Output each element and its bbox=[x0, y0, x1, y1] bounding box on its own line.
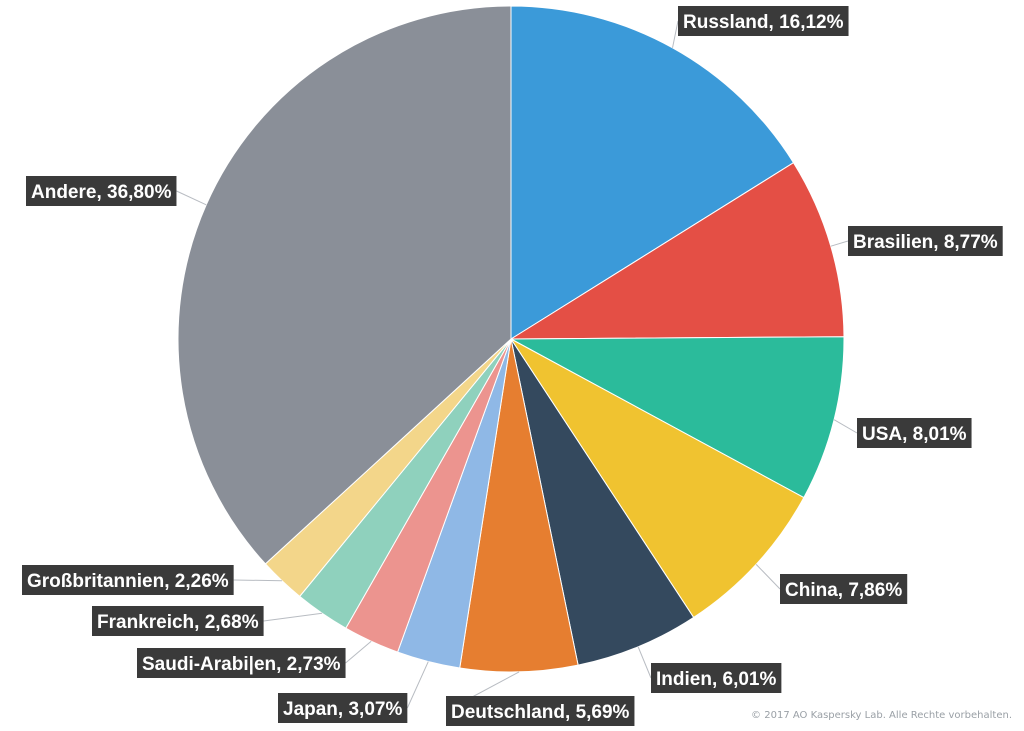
slice-labels: Russland, 16,12% Brasilien, 8,77% USA, 8,0… bbox=[22, 6, 1003, 726]
slice-label-text: Saudi-Arabi|en, 2,73% bbox=[142, 654, 341, 675]
leader-line-0 bbox=[672, 20, 679, 48]
slice-label-bg bbox=[26, 176, 177, 206]
slice-label-bg bbox=[92, 606, 264, 636]
slice-label-text: Großbritannien, 2,26% bbox=[27, 571, 229, 592]
copyright-notice: © 2017 AO Kaspersky Lab. Alle Rechte vor… bbox=[751, 710, 1012, 721]
slice-label-text: Japan, 3,07% bbox=[283, 699, 402, 720]
slice-label-bg bbox=[857, 418, 972, 448]
leader-line-3 bbox=[755, 564, 781, 590]
slice-label-bg bbox=[780, 574, 908, 604]
pie-slice-2 bbox=[510, 336, 845, 499]
pie-slice-1 bbox=[509, 162, 845, 340]
pie-slices bbox=[177, 5, 845, 673]
leader-line-8 bbox=[263, 612, 323, 622]
slice-label-bg bbox=[137, 648, 346, 678]
slice-label-7: Saudi-Arabi|en, 2,73% bbox=[137, 648, 346, 678]
slice-label-text: Andere, 36,80% bbox=[31, 182, 172, 203]
leader-line-1 bbox=[830, 240, 849, 247]
slice-label-text: Brasilien, 8,77% bbox=[853, 232, 998, 253]
slice-label-text: Indien, 6,01% bbox=[656, 669, 776, 690]
slice-label-3: China, 7,86% bbox=[780, 574, 908, 604]
pie-slice-3 bbox=[510, 338, 805, 619]
leader-line-7 bbox=[345, 640, 372, 664]
slice-label-bg bbox=[278, 693, 408, 723]
slice-label-5: Deutschland, 5,69% bbox=[446, 696, 635, 726]
slice-label-2: USA, 8,01% bbox=[857, 418, 972, 448]
slice-label-4: Indien, 6,01% bbox=[651, 663, 782, 693]
slice-label-0: Russland, 16,12% bbox=[678, 6, 849, 36]
slice-label-bg bbox=[446, 696, 635, 726]
slice-label-text: Russland, 16,12% bbox=[683, 12, 844, 33]
slice-label-text: USA, 8,01% bbox=[862, 424, 967, 445]
leader-line-9 bbox=[233, 579, 282, 582]
leader-lines bbox=[176, 20, 858, 712]
leader-line-4 bbox=[637, 646, 652, 679]
slice-label-text: Deutschland, 5,69% bbox=[451, 702, 630, 723]
slice-label-8: Frankreich, 2,68% bbox=[92, 606, 264, 636]
pie-slice-4 bbox=[510, 338, 695, 666]
slice-label-text: China, 7,86% bbox=[785, 580, 902, 601]
leader-line-6 bbox=[406, 661, 429, 709]
slice-label-bg bbox=[651, 663, 782, 693]
pie-slice-10 bbox=[177, 5, 512, 565]
leader-line-2 bbox=[833, 419, 858, 434]
leader-line-10 bbox=[176, 190, 207, 206]
slice-label-10: Andere, 36,80% bbox=[26, 176, 177, 206]
slice-label-9: Großbritannien, 2,26% bbox=[22, 565, 234, 595]
pie-slice-0 bbox=[510, 5, 795, 340]
slice-label-1: Brasilien, 8,77% bbox=[848, 226, 1003, 256]
slice-label-bg bbox=[22, 565, 234, 595]
slice-label-text: Frankreich, 2,68% bbox=[97, 612, 259, 633]
slice-label-6: Japan, 3,07% bbox=[278, 693, 408, 723]
slice-label-bg bbox=[678, 6, 849, 36]
slice-label-bg bbox=[848, 226, 1003, 256]
